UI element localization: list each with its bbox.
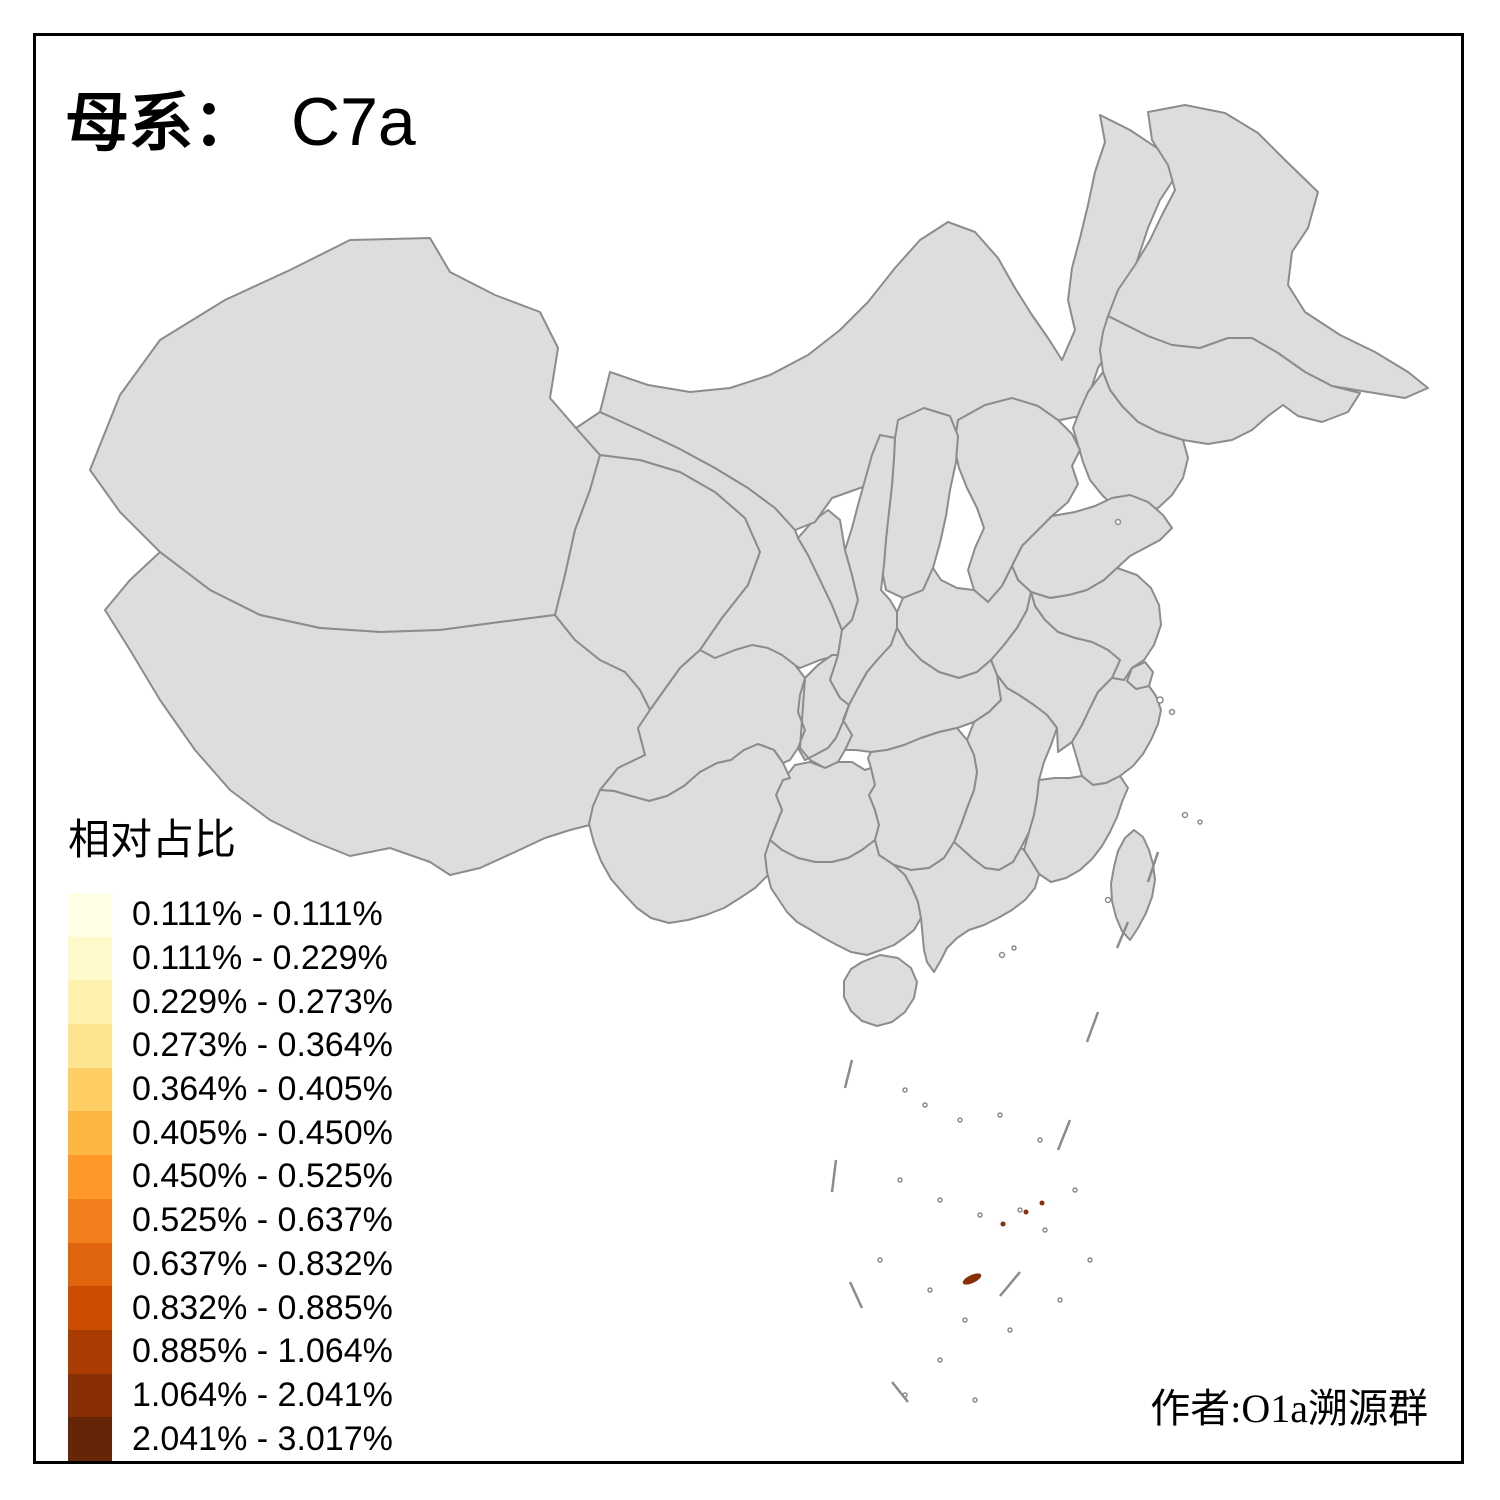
legend-swatch <box>68 1373 112 1418</box>
boundary-dashes <box>830 851 1160 1403</box>
legend-row: 0.229% - 0.273% <box>68 980 393 1025</box>
legend-label: 0.637% - 0.832% <box>132 1244 393 1283</box>
legend-swatch <box>68 1155 112 1199</box>
legend-swatch <box>68 893 112 937</box>
legend-label: 0.111% - 0.111% <box>132 895 383 934</box>
legend-label: 0.885% - 1.064% <box>132 1332 393 1371</box>
legend-row: 1.064% - 2.041% <box>68 1373 393 1418</box>
province-taiwan <box>1110 829 1156 941</box>
legend-row: 0.450% - 0.525% <box>68 1155 393 1199</box>
legend-label: 0.405% - 0.450% <box>132 1113 393 1152</box>
province-guangdong <box>893 841 1040 973</box>
province-hainan <box>843 954 918 1027</box>
nanhai-islands <box>962 1200 1045 1285</box>
legend-rows: 0.111% - 0.111% 0.111% - 0.229% 0.229% - 0… <box>68 893 393 1461</box>
legend-swatch <box>68 1198 112 1243</box>
legend-row: 0.111% - 0.111% <box>68 893 393 937</box>
legend-label: 0.450% - 0.525% <box>132 1157 393 1196</box>
legend-swatch <box>68 1417 112 1461</box>
province-shanghai <box>1126 661 1154 690</box>
title-prefix: 母系： <box>65 88 257 159</box>
legend-row: 0.405% - 0.450% <box>68 1111 393 1156</box>
legend-row: 0.364% - 0.405% <box>68 1067 393 1112</box>
legend-label: 0.229% - 0.273% <box>132 982 393 1021</box>
legend-row: 0.525% - 0.637% <box>68 1198 393 1243</box>
legend-swatch <box>68 1067 112 1112</box>
legend-label: 0.111% - 0.229% <box>132 939 388 978</box>
legend-row: 0.832% - 0.885% <box>68 1286 393 1330</box>
legend-row: 0.273% - 0.364% <box>68 1024 393 1068</box>
province-fujian <box>1023 775 1129 883</box>
province-guangxi <box>764 839 922 956</box>
legend-swatch <box>68 936 112 981</box>
legend-row: 0.111% - 0.229% <box>68 936 393 981</box>
author-credit: 作者:O1a溯源群 <box>1150 1386 1428 1431</box>
island-dots <box>877 518 1203 1403</box>
legend-row: 2.041% - 3.017% <box>68 1417 393 1461</box>
legend-label: 1.064% - 2.041% <box>132 1375 393 1414</box>
legend-label: 0.525% - 0.637% <box>132 1201 393 1240</box>
legend-label: 2.041% - 3.017% <box>132 1419 393 1458</box>
legend-swatch <box>68 1286 112 1330</box>
legend-row: 0.885% - 1.064% <box>68 1329 393 1374</box>
legend-swatch <box>68 1024 112 1068</box>
legend-swatch <box>68 1329 112 1374</box>
legend-swatch <box>68 1111 112 1156</box>
legend-label: 0.273% - 0.364% <box>132 1026 393 1065</box>
page-title: 母系： C7a <box>65 72 416 164</box>
legend-label: 0.832% - 0.885% <box>132 1288 393 1327</box>
legend-row: 0.637% - 0.832% <box>68 1242 393 1287</box>
legend-swatch <box>68 1242 112 1287</box>
legend-title: 相对占比 <box>68 818 237 864</box>
legend: 相对占比 0.111% - 0.111% 0.111% - 0.229% 0.229… <box>68 806 393 1461</box>
legend-label: 0.364% - 0.405% <box>132 1070 393 1109</box>
legend-swatch <box>68 980 112 1025</box>
title-haplogroup: C7a <box>291 84 416 160</box>
